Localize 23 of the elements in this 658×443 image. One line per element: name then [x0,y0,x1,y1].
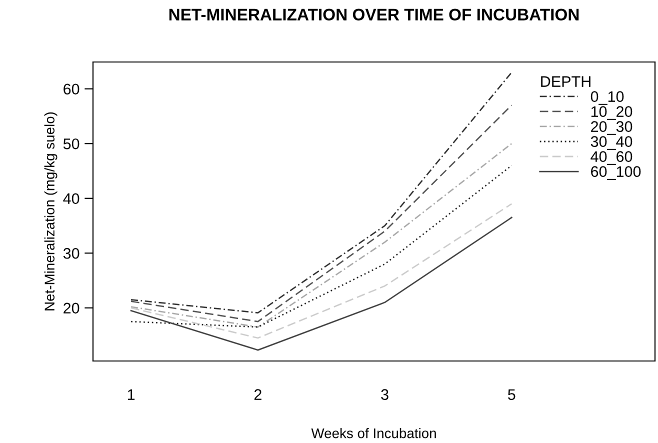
y-tick-label: 20 [64,302,80,314]
x-tick-label: 5 [508,389,516,400]
x-tick-label: 2 [254,389,262,400]
chart-title: NET-MINERALIZATION OVER TIME OF INCUBATION [169,8,579,20]
legend-label: 0_10 [590,91,624,105]
line-series [130,104,512,322]
y-tick-label: 50 [63,138,80,150]
x-axis-title: Weeks of Incubation [311,428,436,438]
line-series [130,216,512,351]
y-tick-label: 40 [63,193,80,204]
y-tick-label: 30 [63,248,80,259]
legend-label: 40_60 [590,151,632,165]
legend-label: 30_40 [590,136,632,150]
legend-label: 20_30 [591,121,632,135]
y-axis-title: Net-Mineralization (mg/kg suelo) [44,112,58,310]
x-tick-label: 3 [381,389,388,400]
line-series [130,203,512,339]
line-series [130,72,512,314]
legend-label: 10_20 [591,106,632,120]
x-tick-label: 1 [128,389,135,400]
legend-label: 60_100 [591,166,641,180]
legend-title: DEPTH [541,76,590,87]
y-tick-label: 60 [64,84,80,95]
